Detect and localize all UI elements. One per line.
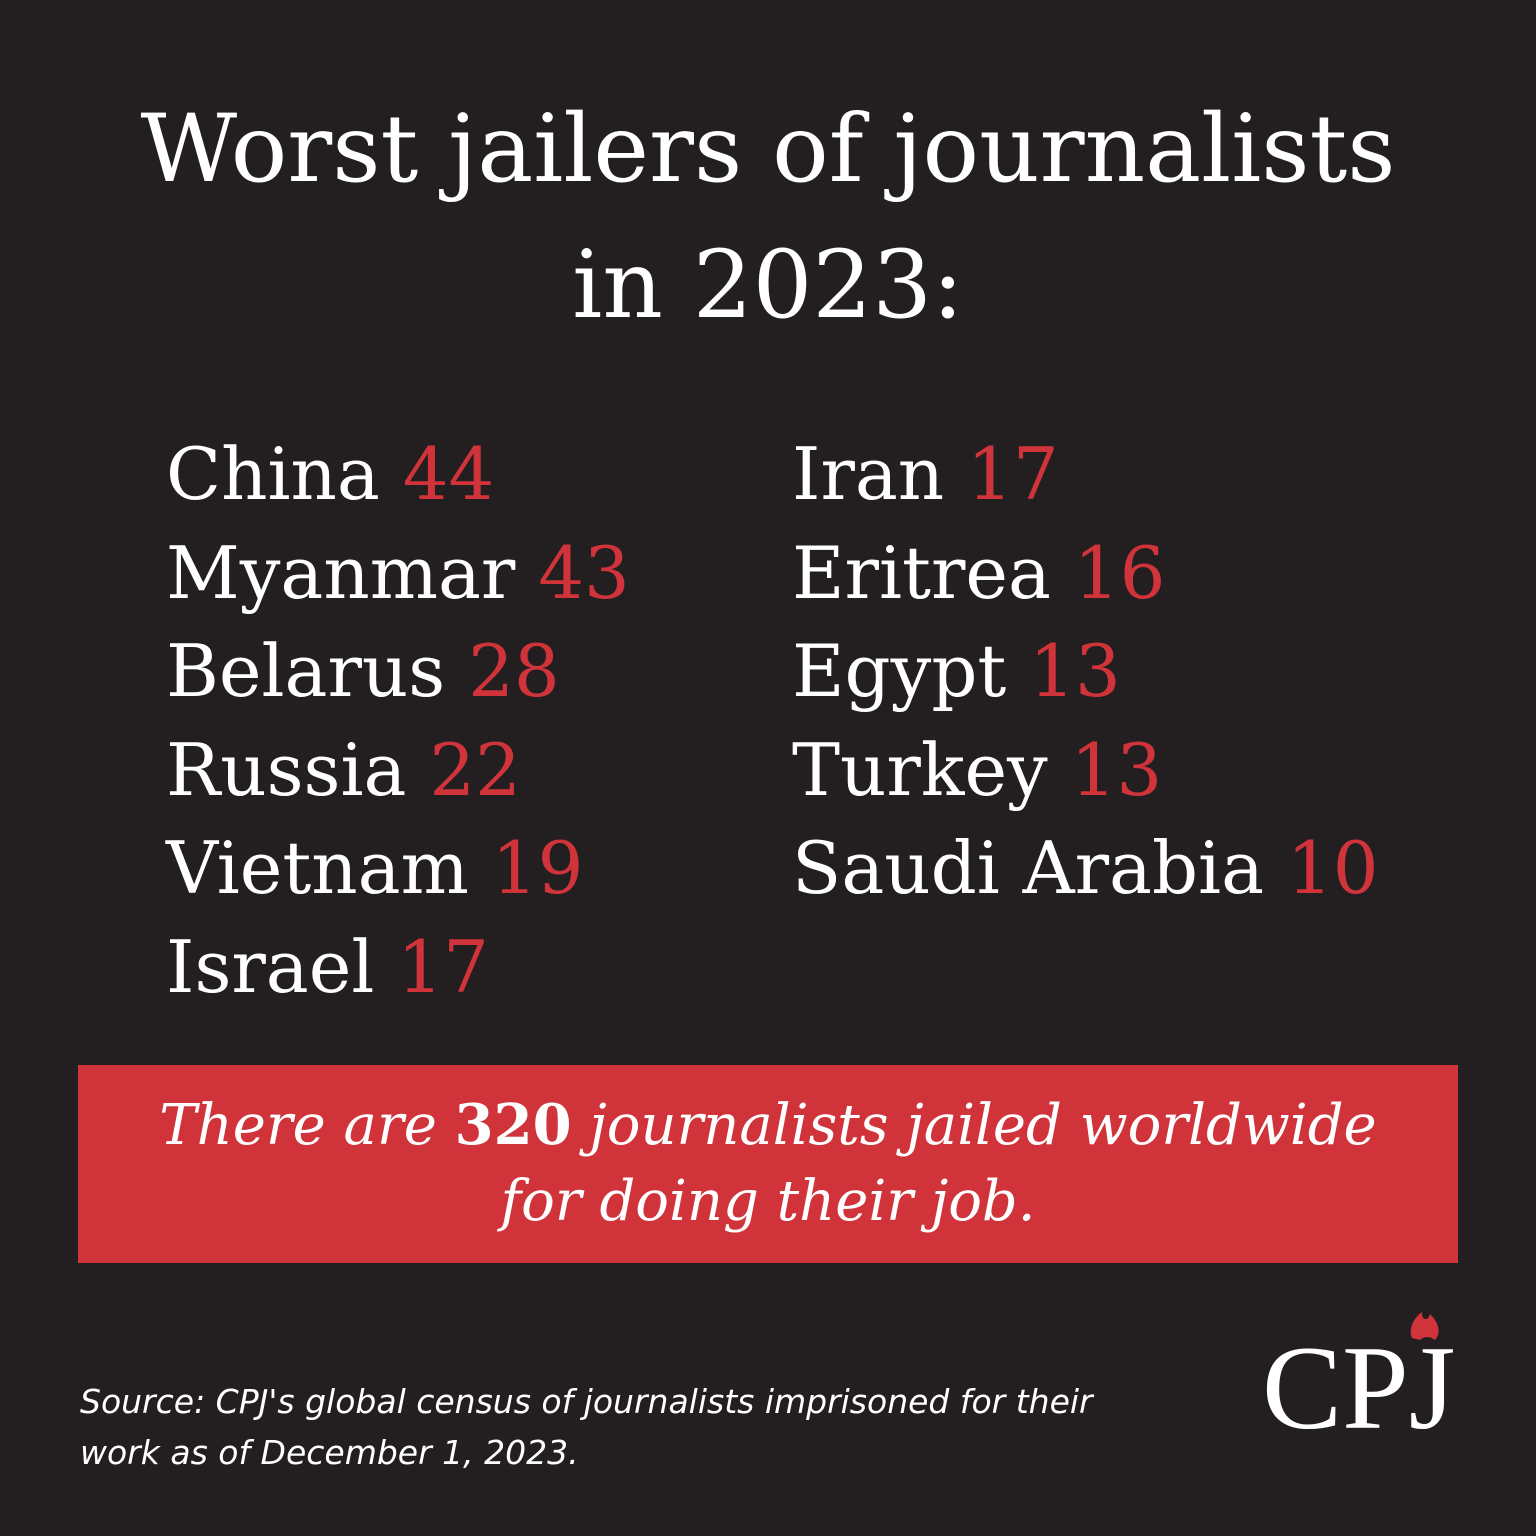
source-line-1: Source: CPJ's global census of journalis… xyxy=(80,1382,1093,1421)
banner-total: 320 xyxy=(454,1092,572,1158)
list-item: Eritrea 16 xyxy=(792,524,1379,623)
banner-line-1: There are 320 journalists jailed worldwi… xyxy=(78,1087,1458,1164)
flame-icon xyxy=(1410,1312,1439,1340)
country-name: Belarus xyxy=(166,629,446,713)
country-count: 13 xyxy=(1070,727,1163,812)
country-list-right: Iran 17 Eritrea 16 Egypt 13 Turkey 13 Sa… xyxy=(792,425,1379,918)
total-banner: There are 320 journalists jailed worldwi… xyxy=(78,1065,1458,1263)
country-count: 43 xyxy=(538,530,630,615)
banner-suffix: journalists jailed worldwide xyxy=(571,1093,1377,1158)
cpj-logo: CPJ xyxy=(1262,1312,1455,1454)
list-item: Turkey 13 xyxy=(792,721,1379,820)
country-count: 17 xyxy=(967,432,1059,516)
country-count: 17 xyxy=(397,924,489,1009)
page-title: Worst jailers of journalists in 2023: xyxy=(0,82,1536,354)
list-item: Myanmar 43 xyxy=(166,524,630,623)
country-count: 10 xyxy=(1286,826,1379,910)
country-name: Turkey xyxy=(792,727,1048,812)
list-item: Russia 22 xyxy=(166,721,630,820)
country-name: Saudi Arabia xyxy=(792,826,1265,910)
country-count: 22 xyxy=(429,727,521,812)
country-list-left: China 44 Myanmar 43 Belarus 28 Russia 22… xyxy=(166,425,630,1016)
list-item: Saudi Arabia 10 xyxy=(792,819,1379,918)
banner-line-2: for doing their job. xyxy=(500,1169,1036,1234)
country-name: Israel xyxy=(166,924,375,1009)
country-count: 19 xyxy=(491,826,584,910)
country-name: Iran xyxy=(792,432,945,516)
country-count: 13 xyxy=(1029,629,1121,713)
country-count: 44 xyxy=(402,432,495,516)
list-item: Egypt 13 xyxy=(792,622,1379,721)
banner-prefix: There are xyxy=(159,1093,455,1158)
country-name: Eritrea xyxy=(792,530,1051,615)
country-count: 16 xyxy=(1073,530,1166,615)
list-item: Belarus 28 xyxy=(166,622,630,721)
country-name: Myanmar xyxy=(166,530,516,615)
list-item: China 44 xyxy=(166,425,630,524)
country-name: Russia xyxy=(166,727,407,812)
title-line-2: in 2023: xyxy=(572,231,964,340)
list-item: Israel 17 xyxy=(166,918,630,1017)
list-item: Vietnam 19 xyxy=(166,819,630,918)
country-name: Egypt xyxy=(792,629,1007,713)
title-line-1: Worst jailers of journalists xyxy=(140,95,1396,204)
country-name: China xyxy=(166,432,380,516)
country-name: Vietnam xyxy=(166,826,469,910)
source-note: Source: CPJ's global census of journalis… xyxy=(80,1376,1160,1478)
country-count: 28 xyxy=(468,629,560,713)
list-item: Iran 17 xyxy=(792,425,1379,524)
logo-text: CPJ xyxy=(1262,1321,1455,1454)
source-line-2: work as of December 1, 2023. xyxy=(80,1433,579,1472)
